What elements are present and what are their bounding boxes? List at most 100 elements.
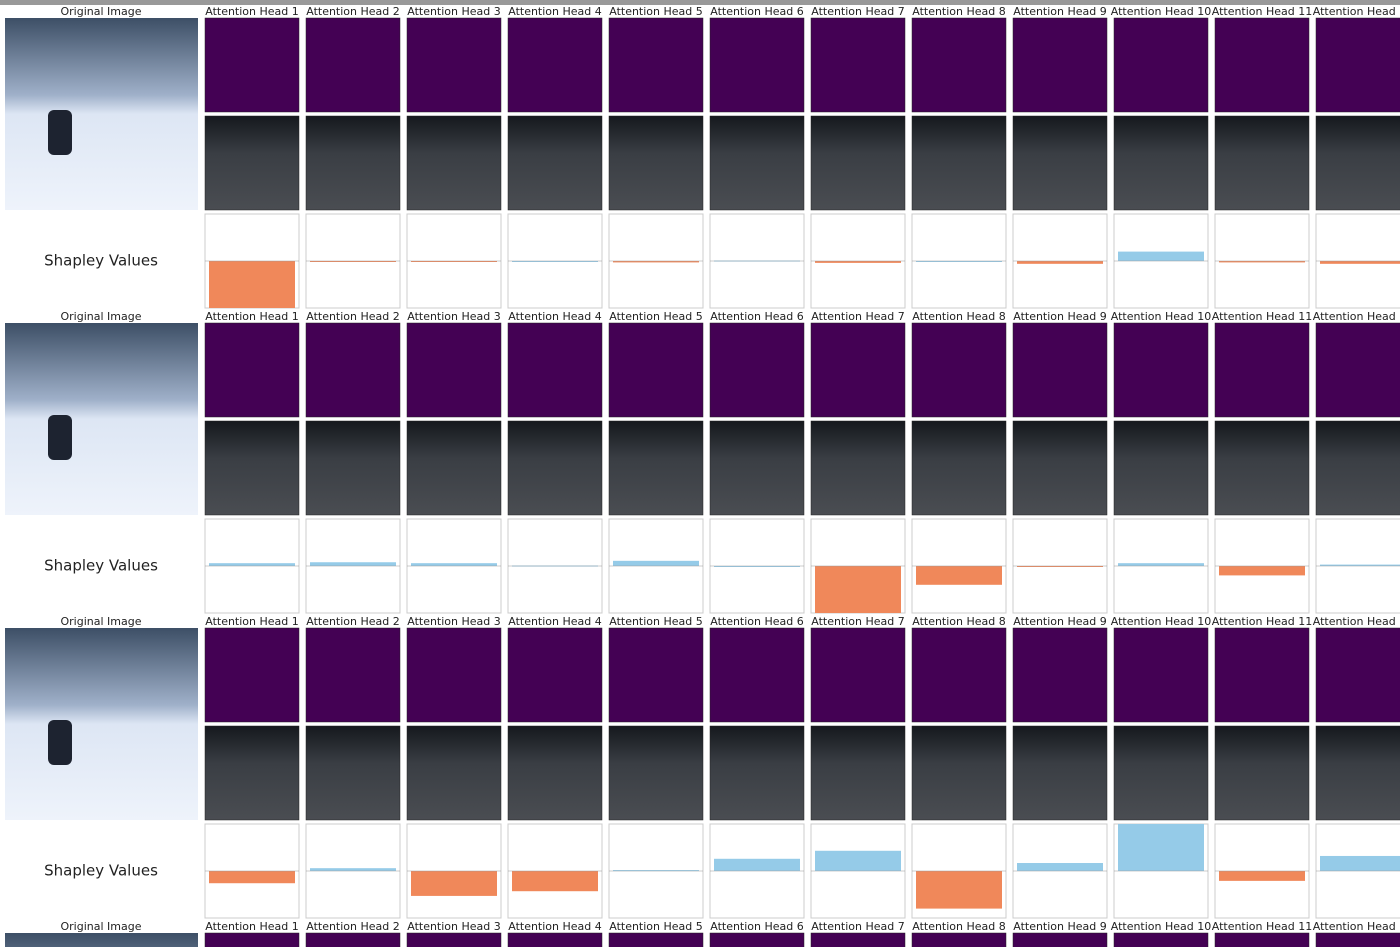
head-title: Attention Head 2 [306, 920, 400, 933]
attention-map [507, 932, 603, 947]
shapley-bar [209, 261, 295, 308]
attention-overlay [709, 420, 805, 516]
head-title: Attention Head 6 [710, 5, 804, 18]
head-title: Attention Head 8 [912, 615, 1006, 628]
shapley-bar [916, 261, 1002, 262]
attention-overlay [1012, 725, 1108, 821]
shapley-bar [310, 868, 396, 871]
attention-map [709, 17, 805, 113]
head-title: Attention Head 12 [1313, 5, 1400, 18]
shapley-bar [1118, 563, 1204, 566]
shapley-bar [1017, 261, 1103, 264]
head-title: Attention Head 1 [205, 920, 299, 933]
attention-overlay [204, 725, 300, 821]
shapley-bar [714, 858, 800, 871]
head-title: Attention Head 2 [306, 615, 400, 628]
attention-overlay [608, 420, 704, 516]
head-title: Attention Head 3 [407, 5, 501, 18]
attention-overlay [507, 725, 603, 821]
shapley-label: Shapley Values [44, 862, 158, 880]
attention-map [911, 932, 1007, 947]
attention-overlay [1214, 725, 1310, 821]
attention-map [1012, 627, 1108, 723]
head-title: Attention Head 9 [1013, 920, 1107, 933]
attention-map [305, 322, 401, 418]
attention-map [911, 17, 1007, 113]
head-title: Attention Head 6 [710, 920, 804, 933]
attention-map [1214, 17, 1310, 113]
head-title: Attention Head 9 [1013, 5, 1107, 18]
head-title: Attention Head 7 [811, 920, 905, 933]
head-title: Attention Head 4 [508, 310, 602, 323]
attention-map [305, 627, 401, 723]
shapley-label: Shapley Values [44, 557, 158, 575]
shapley-bar [411, 871, 497, 896]
attention-overlay [1012, 115, 1108, 211]
attention-map [608, 627, 704, 723]
attention-map [507, 322, 603, 418]
original-label: Original Image [61, 310, 142, 323]
attention-overlay [810, 420, 906, 516]
head-title: Attention Head 4 [508, 615, 602, 628]
shapley-bar [1320, 564, 1400, 566]
head-title: Attention Head 7 [811, 310, 905, 323]
head-title: Attention Head 2 [306, 310, 400, 323]
attention-overlay [1315, 420, 1400, 516]
original-label: Original Image [61, 920, 142, 933]
attention-map [406, 627, 502, 723]
shapley-bar [1219, 566, 1305, 576]
attention-overlay [305, 115, 401, 211]
attention-map [406, 322, 502, 418]
attention-map [709, 627, 805, 723]
shapley-bar [1320, 855, 1400, 871]
attention-map [810, 627, 906, 723]
rider [48, 110, 72, 155]
attention-map [1113, 627, 1209, 723]
attention-overlay [810, 725, 906, 821]
shapley-bar [310, 562, 396, 566]
head-title: Attention Head 11 [1212, 920, 1313, 933]
attention-overlay [1113, 725, 1209, 821]
rider [48, 415, 72, 460]
original-image [5, 628, 198, 820]
attention-map [1214, 322, 1310, 418]
head-title: Attention Head 1 [205, 5, 299, 18]
original-label: Original Image [61, 5, 142, 18]
shapley-bar [613, 870, 699, 872]
attention-map [1214, 932, 1310, 947]
attention-map [204, 627, 300, 723]
attention-overlay [608, 725, 704, 821]
head-title: Attention Head 1 [205, 615, 299, 628]
shapley-bar [613, 261, 699, 263]
attention-overlay [709, 115, 805, 211]
attention-map [608, 17, 704, 113]
head-title: Attention Head 12 [1313, 615, 1400, 628]
shapley-bar [1320, 261, 1400, 264]
attention-overlay [1214, 420, 1310, 516]
shapley-bar [1219, 871, 1305, 881]
head-title: Attention Head 5 [609, 310, 703, 323]
head-title: Attention Head 5 [609, 5, 703, 18]
attention-map [1012, 17, 1108, 113]
head-title: Attention Head 12 [1313, 920, 1400, 933]
shapley-bar [411, 261, 497, 262]
head-title: Attention Head 7 [811, 615, 905, 628]
head-title: Attention Head 8 [912, 5, 1006, 18]
head-title: Attention Head 8 [912, 920, 1006, 933]
attention-map [608, 932, 704, 947]
head-title: Attention Head 3 [407, 310, 501, 323]
attention-map [1315, 627, 1400, 723]
rider [48, 720, 72, 765]
attention-map [911, 322, 1007, 418]
attention-overlay [406, 115, 502, 211]
attention-map [305, 932, 401, 947]
head-title: Attention Head 10 [1111, 5, 1212, 18]
shapley-bar [209, 563, 295, 566]
shapley-bar [1017, 863, 1103, 871]
head-title: Attention Head 8 [912, 310, 1006, 323]
shapley-bar [815, 566, 901, 613]
attention-map [608, 322, 704, 418]
attention-map [204, 322, 300, 418]
head-title: Attention Head 10 [1111, 615, 1212, 628]
